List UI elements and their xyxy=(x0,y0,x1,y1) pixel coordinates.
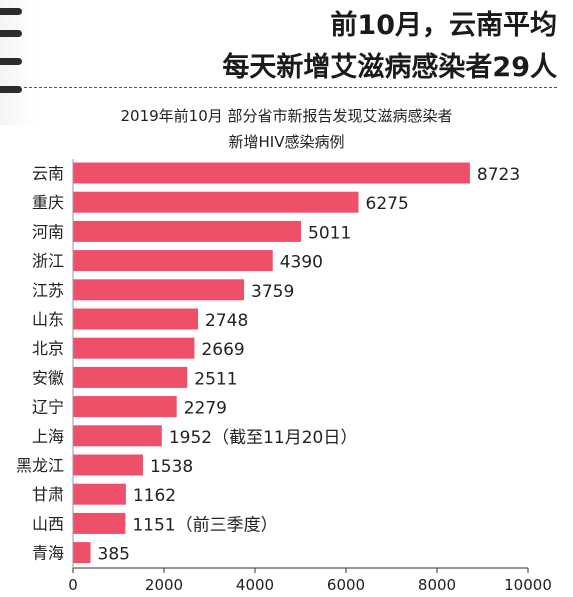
category-label: 青海 xyxy=(32,544,64,563)
headline-line-2: 每天新增艾滋病感染者29人 xyxy=(222,52,557,83)
bar xyxy=(73,308,199,330)
x-tick-label: 2000 xyxy=(145,576,183,594)
bar xyxy=(73,454,143,476)
x-tick-label: 6000 xyxy=(327,576,365,594)
data-label: 1952（截至11月20日） xyxy=(169,428,358,448)
bar xyxy=(73,396,177,418)
category-label: 山西 xyxy=(32,514,64,533)
data-label: 4390 xyxy=(280,253,323,273)
category-label: 江苏 xyxy=(32,281,64,300)
bar xyxy=(73,220,302,242)
bar xyxy=(73,279,245,301)
chart-title: 2019年前10月 部分省市新报告发现艾滋病感染者 xyxy=(120,107,453,125)
data-label: 2748 xyxy=(205,311,248,331)
bar xyxy=(73,191,359,213)
category-label: 安徽 xyxy=(32,368,64,387)
data-label: 2279 xyxy=(184,399,227,419)
data-label: 1538 xyxy=(150,457,193,477)
bar xyxy=(73,512,126,534)
notebook-ring xyxy=(0,58,22,65)
data-label: 1151（前三季度） xyxy=(132,515,277,535)
data-label: 1162 xyxy=(133,486,176,506)
category-label: 黑龙江 xyxy=(16,456,64,475)
data-label: 3759 xyxy=(251,282,294,302)
category-label: 河南 xyxy=(32,222,64,241)
data-label: 8723 xyxy=(477,165,520,185)
bar xyxy=(73,337,195,359)
x-tick-label: 10000 xyxy=(504,576,552,594)
category-label: 云南 xyxy=(32,164,64,183)
category-label: 山东 xyxy=(32,310,64,329)
bar xyxy=(73,162,470,184)
chart-subtitle: 新增HIV感染病例 xyxy=(228,133,345,151)
dashed-divider xyxy=(24,87,557,88)
data-label: 385 xyxy=(98,545,130,565)
data-label: 2511 xyxy=(194,369,237,389)
bar xyxy=(73,483,126,505)
notebook-ring xyxy=(0,8,22,15)
bar xyxy=(73,542,91,564)
category-label: 重庆 xyxy=(32,193,64,212)
category-label: 辽宁 xyxy=(32,398,64,417)
data-label: 2669 xyxy=(201,340,244,360)
data-label: 5011 xyxy=(308,223,351,243)
category-label: 上海 xyxy=(32,427,64,446)
notebook-decoration xyxy=(0,0,34,125)
notebook-ring xyxy=(0,86,22,93)
x-tick-label: 4000 xyxy=(236,576,274,594)
data-label: 6275 xyxy=(366,194,409,214)
notebook-ring xyxy=(0,30,22,37)
category-label: 甘肃 xyxy=(32,485,64,504)
category-label: 北京 xyxy=(32,339,64,358)
x-tick-label: 0 xyxy=(68,576,78,594)
bar xyxy=(73,425,162,447)
bar xyxy=(73,366,188,388)
headline-line-1: 前10月，云南平均 xyxy=(330,10,557,41)
bar xyxy=(73,250,273,272)
category-label: 浙江 xyxy=(32,252,64,271)
x-tick-label: 8000 xyxy=(418,576,456,594)
